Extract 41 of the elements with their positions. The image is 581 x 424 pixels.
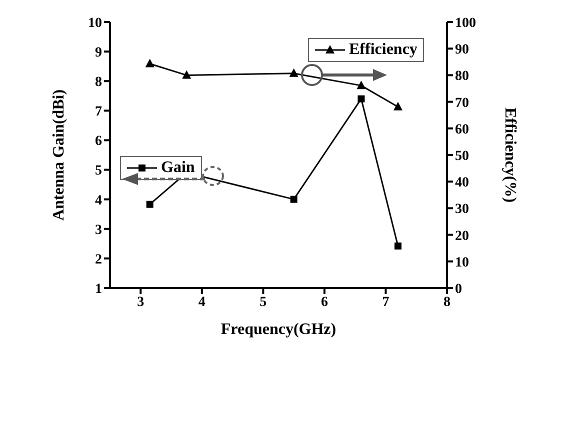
point — [290, 196, 298, 203]
y-tick-label: 7 — [95, 104, 102, 120]
y2-tick-label: 80 — [455, 69, 469, 84]
x-tick-label: 6 — [320, 294, 328, 310]
point — [145, 58, 154, 68]
y-axis-title: Antenna Gain(dBi) — [50, 89, 68, 221]
y-tick-label: 6 — [95, 134, 102, 150]
y2-tick-label: 0 — [455, 282, 462, 297]
y2-tick-label: 100 — [455, 16, 476, 31]
y2-axis-title: Efficiency(%) — [501, 107, 518, 203]
x-tick-label: 4 — [198, 294, 206, 310]
y-tick-label: 4 — [95, 193, 102, 208]
y2-tick-label: 90 — [455, 42, 469, 58]
x-tick-label: 5 — [260, 294, 267, 310]
legend-label: Efficiency — [308, 38, 424, 62]
x-tick-label: 7 — [382, 294, 390, 310]
y2-tick-label: 60 — [455, 122, 469, 138]
y2-tick-label: 70 — [455, 96, 469, 111]
y-tick-label: 2 — [95, 252, 102, 268]
y-tick-label: 9 — [95, 46, 102, 61]
y2-tick-label: 40 — [455, 176, 469, 191]
point — [146, 200, 154, 208]
y2-tick-label: 30 — [455, 202, 469, 218]
y-tick-label: 3 — [95, 222, 102, 238]
point — [182, 70, 192, 79]
point — [394, 242, 402, 250]
y-tick-label: 8 — [95, 75, 102, 90]
point — [356, 80, 366, 90]
x-axis-title: Frequency(GHz) — [220, 321, 336, 338]
x-tick-label: 3 — [137, 294, 144, 310]
y-tick-label: 1 — [95, 282, 102, 297]
point — [393, 102, 402, 110]
y2-tick-label: 20 — [455, 228, 469, 244]
point — [358, 95, 365, 102]
y-tick-label: 10 — [88, 16, 102, 31]
y2-tick-label: 50 — [455, 148, 469, 164]
point — [289, 68, 298, 77]
x-tick-label: 8 — [444, 294, 450, 310]
legend-label: Gain — [120, 156, 202, 180]
y-tick-label: 5 — [95, 164, 102, 179]
y2-tick-label: 10 — [455, 255, 469, 270]
